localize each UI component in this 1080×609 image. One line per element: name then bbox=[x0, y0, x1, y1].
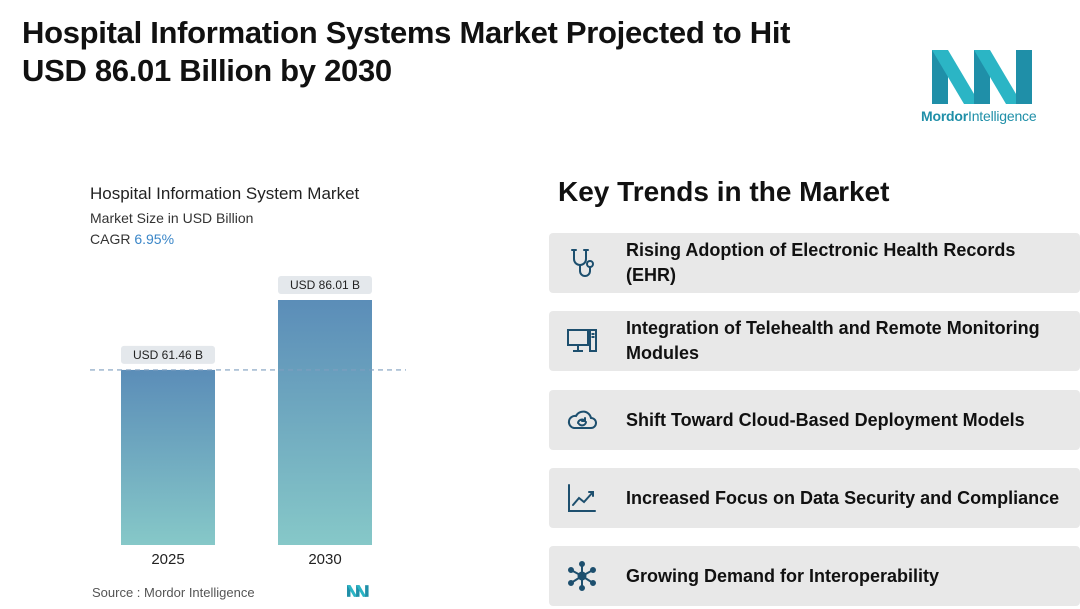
trend-item-telehealth: Integration of Telehealth and Remote Mon… bbox=[549, 311, 1080, 371]
trend-label: Increased Focus on Data Security and Com… bbox=[626, 487, 1060, 508]
chart-cagr: CAGR 6.95% bbox=[90, 231, 359, 247]
x-tick-label: 2025 bbox=[151, 551, 184, 568]
chart-title: Hospital Information System Market bbox=[90, 184, 360, 203]
trend-item-interoperability: Growing Demand for Interoperability bbox=[549, 546, 1080, 606]
cloud-sync-icon bbox=[565, 403, 599, 437]
bar-2030 bbox=[278, 300, 372, 545]
page-title-line-2: USD 86.01 Billion by 2030 bbox=[22, 53, 392, 88]
trend-label: Rising Adoption of Electronic Health Rec… bbox=[626, 240, 1016, 285]
trend-label: Shift Toward Cloud-Based Deployment Mode… bbox=[626, 409, 1025, 430]
chart-header: Hospital Information System Market Marke… bbox=[90, 184, 359, 247]
cagr-label: CAGR bbox=[90, 231, 131, 247]
source-note: Source : Mordor Intelligence bbox=[92, 585, 255, 600]
chart-trend-icon bbox=[565, 481, 599, 515]
trends-title: Key Trends in the Market bbox=[558, 176, 890, 207]
mordor-logo-icon bbox=[932, 50, 1032, 104]
network-icon bbox=[565, 559, 599, 593]
brand-name: MordorIntelligence bbox=[921, 108, 1037, 124]
page-title-line-1: Hospital Information Systems Market Proj… bbox=[22, 15, 791, 50]
trend-item-security: Increased Focus on Data Security and Com… bbox=[549, 468, 1080, 528]
computer-icon bbox=[565, 324, 599, 358]
stethoscope-icon bbox=[565, 246, 599, 280]
trend-label: Growing Demand for Interoperability bbox=[626, 565, 940, 586]
bar-chart: USD 61.46 B 2025 USD 86.01 B 2030 bbox=[90, 276, 406, 568]
chart-subtitle: Market Size in USD Billion bbox=[90, 210, 254, 226]
data-label-box bbox=[278, 276, 372, 294]
trend-label: Integration of Telehealth and Remote Mon… bbox=[626, 318, 1040, 363]
data-label: USD 86.01 B bbox=[290, 278, 360, 292]
page-title: Hospital Information Systems Market Proj… bbox=[22, 14, 882, 90]
data-label-box bbox=[121, 345, 215, 364]
bar-2025 bbox=[121, 369, 215, 545]
trend-item-ehr: Rising Adoption of Electronic Health Rec… bbox=[549, 233, 1080, 293]
data-label: USD 61.46 B bbox=[133, 348, 203, 362]
x-tick-label: 2030 bbox=[308, 551, 341, 568]
cagr-value: 6.95% bbox=[134, 231, 175, 247]
mordor-mini-logo-icon bbox=[347, 585, 369, 597]
trend-item-cloud: Shift Toward Cloud-Based Deployment Mode… bbox=[549, 390, 1080, 450]
